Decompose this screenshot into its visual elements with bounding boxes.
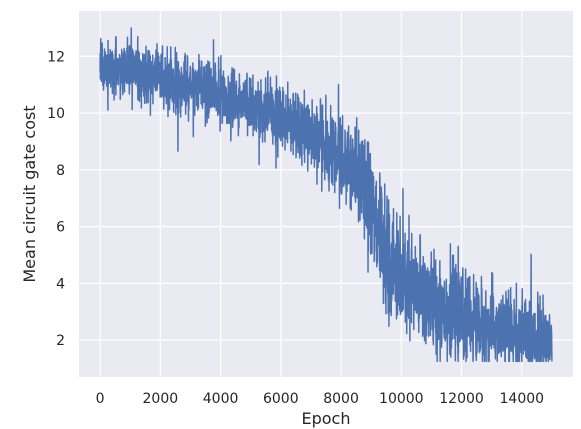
x-tick-label: 14000 [500,391,545,407]
x-tick-label: 2000 [143,391,179,407]
y-tick-label: 12 [47,49,65,65]
y-tick-labels: 2 4 6 8 10 12 [47,49,65,349]
x-tick-label: 4000 [203,391,239,407]
x-tick-label: 10000 [379,391,424,407]
x-axis-label: Epoch [302,409,351,428]
y-tick-label: 10 [47,106,65,122]
series-line [99,27,553,363]
y-tick-label: 4 [56,276,65,292]
x-tick-labels: 0 2000 4000 6000 8000 10000 12000 14000 [96,391,544,407]
data-series [99,27,553,363]
x-tick-label: 6000 [263,391,299,407]
x-tick-label: 8000 [323,391,359,407]
y-tick-label: 8 [56,163,65,179]
y-tick-label: 6 [56,220,65,236]
x-tick-label: 12000 [439,391,484,407]
y-axis-label: Mean circuit gate cost [20,105,39,282]
x-tick-label: 0 [96,391,105,407]
y-tick-label: 2 [56,333,65,349]
